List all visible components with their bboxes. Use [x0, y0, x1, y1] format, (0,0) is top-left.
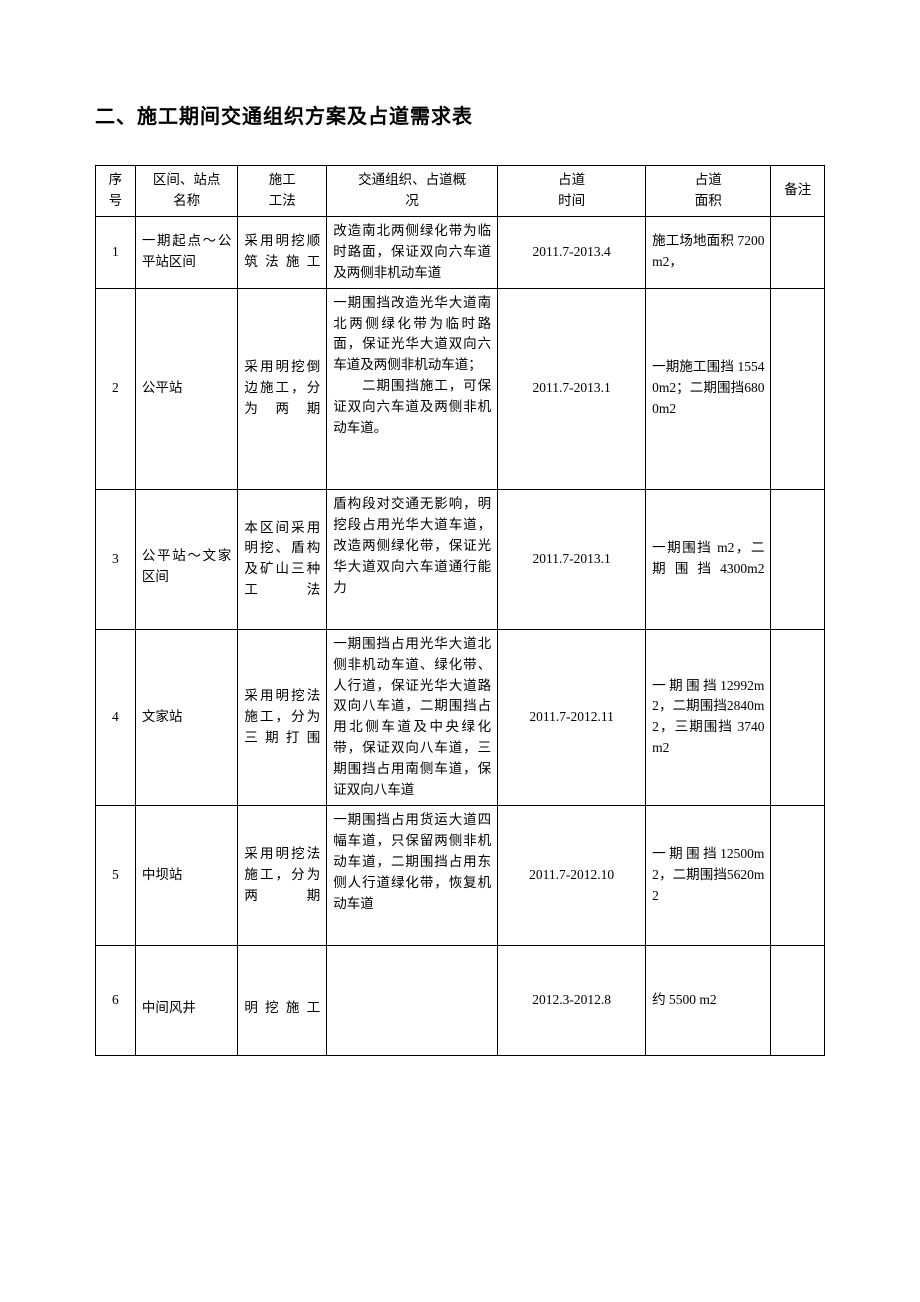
table-row: 1 一期起点～公平站区间 采用明挖顺筑法施工 改造南北两侧绿化带为临时路面，保证… [96, 216, 825, 288]
table-row: 5 中坝站 采用明挖法施工，分为两期 一期围挡占用货运大道四幅车道，只保留两侧非… [96, 806, 825, 946]
cell-traffic [327, 945, 498, 1055]
header-traffic: 交通组织、占道概况 [327, 166, 498, 217]
cell-method: 采用明挖法施工，分为两期 [238, 806, 327, 946]
cell-time: 2011.7-2013.1 [498, 490, 646, 630]
cell-name: 公平站 [135, 288, 238, 489]
cell-seq: 5 [96, 806, 136, 946]
cell-note [771, 945, 825, 1055]
cell-seq: 2 [96, 288, 136, 489]
cell-seq: 3 [96, 490, 136, 630]
cell-area: 一期围挡12500m2，二期围挡5620m2 [646, 806, 771, 946]
cell-method: 明挖施工 [238, 945, 327, 1055]
header-name: 区间、站点名称 [135, 166, 238, 217]
cell-method: 本区间采用明挖、盾构及矿山三种工法 [238, 490, 327, 630]
cell-name: 中坝站 [135, 806, 238, 946]
cell-note [771, 629, 825, 805]
header-method: 施工工法 [238, 166, 327, 217]
cell-name: 文家站 [135, 629, 238, 805]
cell-area: 一期围挡12992m2，二期围挡2840m2，三期围挡 3740m2 [646, 629, 771, 805]
cell-name: 一期起点～公平站区间 [135, 216, 238, 288]
cell-method: 采用明挖倒边施工，分为两期 [238, 288, 327, 489]
cell-time: 2011.7-2012.11 [498, 629, 646, 805]
cell-seq: 6 [96, 945, 136, 1055]
cell-traffic: 改造南北两侧绿化带为临时路面，保证双向六车道及两侧非机动车道 [327, 216, 498, 288]
cell-traffic: 一期围挡改造光华大道南北两侧绿化带为临时路面，保证光华大道双向六车道及两侧非机动… [327, 288, 498, 489]
cell-name: 公平站～文家区间 [135, 490, 238, 630]
cell-traffic: 盾构段对交通无影响，明挖段占用光华大道车道，改造两侧绿化带，保证光华大道双向六车… [327, 490, 498, 630]
cell-area: 一期施工围挡 15540m2；二期围挡6800m2 [646, 288, 771, 489]
cell-name: 中间风井 [135, 945, 238, 1055]
cell-note [771, 806, 825, 946]
header-area: 占道面积 [646, 166, 771, 217]
table-header-row: 序号 区间、站点名称 施工工法 交通组织、占道概况 占道时间 占道面积 备注 [96, 166, 825, 217]
table-row: 2 公平站 采用明挖倒边施工，分为两期 一期围挡改造光华大道南北两侧绿化带为临时… [96, 288, 825, 489]
header-note: 备注 [771, 166, 825, 217]
header-time: 占道时间 [498, 166, 646, 217]
header-seq: 序号 [96, 166, 136, 217]
cell-note [771, 216, 825, 288]
cell-seq: 4 [96, 629, 136, 805]
table-row: 6 中间风井 明挖施工 2012.3-2012.8 约 5500 m2 [96, 945, 825, 1055]
cell-area: 约 5500 m2 [646, 945, 771, 1055]
cell-seq: 1 [96, 216, 136, 288]
cell-time: 2011.7-2012.10 [498, 806, 646, 946]
cell-time: 2011.7-2013.1 [498, 288, 646, 489]
cell-note [771, 490, 825, 630]
cell-method: 采用明挖顺筑法施工 [238, 216, 327, 288]
table-row: 4 文家站 采用明挖法施工，分为三期打围 一期围挡占用光华大道北侧非机动车道、绿… [96, 629, 825, 805]
cell-area: 一期围挡 m2，二期围挡4300m2 [646, 490, 771, 630]
cell-method: 采用明挖法施工，分为三期打围 [238, 629, 327, 805]
cell-traffic: 一期围挡占用光华大道北侧非机动车道、绿化带、人行道，保证光华大道路双向八车道，二… [327, 629, 498, 805]
table-row: 3 公平站～文家区间 本区间采用明挖、盾构及矿山三种工法 盾构段对交通无影响，明… [96, 490, 825, 630]
cell-time: 2011.7-2013.4 [498, 216, 646, 288]
section-title: 二、施工期间交通组织方案及占道需求表 [95, 100, 825, 129]
requirements-table: 序号 区间、站点名称 施工工法 交通组织、占道概况 占道时间 占道面积 备注 1… [95, 165, 825, 1056]
cell-area: 施工场地面积 7200 m2， [646, 216, 771, 288]
cell-note [771, 288, 825, 489]
cell-traffic: 一期围挡占用货运大道四幅车道，只保留两侧非机动车道，二期围挡占用东侧人行道绿化带… [327, 806, 498, 946]
cell-time: 2012.3-2012.8 [498, 945, 646, 1055]
